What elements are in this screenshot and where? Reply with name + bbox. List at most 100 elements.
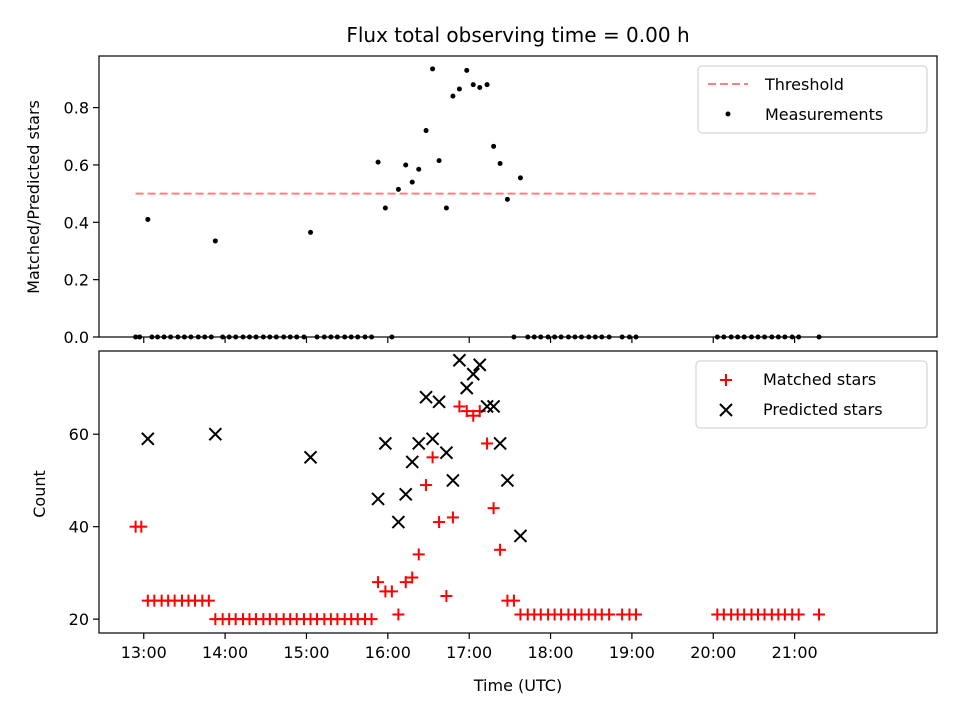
top-panel-frame xyxy=(98,55,938,338)
matched-stars-point xyxy=(420,479,433,492)
top-ytick-label: 0.2 xyxy=(64,271,89,290)
predicted-legend-swatch xyxy=(719,403,733,417)
measurements-point xyxy=(395,186,401,192)
matched-stars-point xyxy=(481,437,494,450)
matched-stars-point xyxy=(372,576,385,589)
bottom-xtick-label: 17:00 xyxy=(446,643,492,662)
predicted-legend-label: Predicted stars xyxy=(763,400,883,419)
bottom-ytick-label: 20 xyxy=(69,610,89,629)
top-ytick-label: 0.4 xyxy=(64,213,89,232)
matched-stars-point xyxy=(460,405,473,418)
bottom-xtick-label: 13:00 xyxy=(121,643,167,662)
measurements-point xyxy=(436,158,442,164)
bottom-panel-marks xyxy=(129,353,826,626)
matched-stars-point xyxy=(446,511,459,524)
matched-stars-point xyxy=(487,502,500,515)
measurements-legend-label: Measurements xyxy=(765,105,883,124)
bottom-panel-ylabel: Count xyxy=(30,470,49,518)
predicted-stars-point xyxy=(513,529,528,543)
measurements-point xyxy=(484,82,490,88)
measurements-point xyxy=(145,216,151,222)
predicted-stars-point xyxy=(208,427,223,441)
matched-stars-point xyxy=(507,594,520,607)
predicted-stars-point xyxy=(446,473,460,488)
measurements-point xyxy=(382,205,388,211)
matched-stars-point xyxy=(399,576,412,589)
predicted-stars-point xyxy=(500,473,515,488)
measurements-point xyxy=(517,175,523,181)
predicted-stars-point xyxy=(425,432,440,446)
matched-stars-point xyxy=(453,400,466,413)
matched-legend-swatch xyxy=(720,374,732,386)
bottom-panel-ticks: 20 40 60 13:00 14:00 15:00 16:00 17:00 18:00 19:0… xyxy=(69,425,818,662)
bottom-xtick-label: 19:00 xyxy=(609,643,655,662)
predicted-stars-point xyxy=(460,381,474,395)
matched-legend-label: Matched stars xyxy=(763,370,876,389)
bottom-xtick-label: 14:00 xyxy=(202,643,248,662)
measurements-legend-swatch xyxy=(725,111,731,117)
bottom-ytick-label: 40 xyxy=(69,518,89,537)
predicted-stars-point xyxy=(412,436,426,451)
predicted-stars-point xyxy=(432,395,446,409)
measurements-point xyxy=(416,166,422,172)
measurements-point xyxy=(456,86,462,92)
top-panel-ticks: 0.0 0.2 0.4 0.6 0.8 xyxy=(64,99,796,347)
matched-stars-point xyxy=(202,594,215,607)
measurements-point xyxy=(409,179,415,185)
matched-stars-point xyxy=(135,520,148,533)
bottom-xtick-label: 16:00 xyxy=(365,643,411,662)
measurements-point xyxy=(497,161,503,167)
predicted-stars-point xyxy=(371,492,385,506)
bottom-panel-xlabel: Time (UTC) xyxy=(473,676,562,695)
bottom-legend-box xyxy=(695,360,928,429)
measurements-point xyxy=(423,128,429,134)
matched-stars-point xyxy=(467,409,480,422)
top-ytick-label: 0.6 xyxy=(64,156,89,175)
matched-stars-point xyxy=(629,608,642,621)
measurements-point xyxy=(443,205,449,211)
measurements-point xyxy=(430,66,436,72)
measurements-point xyxy=(477,85,483,91)
bottom-xtick-label: 15:00 xyxy=(283,643,329,662)
predicted-stars-point xyxy=(391,515,406,529)
bottom-ytick-label: 60 xyxy=(69,425,89,444)
bottom-xtick-label: 21:00 xyxy=(772,643,818,662)
matched-stars-point xyxy=(813,608,826,621)
matched-stars-point xyxy=(406,571,419,584)
matched-stars-point xyxy=(392,608,405,621)
predicted-stars-point xyxy=(378,436,393,451)
top-panel: Flux total observing time = 0.00 h Match… xyxy=(24,23,938,347)
matched-stars-point xyxy=(792,608,805,621)
top-ytick-label: 0.0 xyxy=(64,328,89,347)
matched-stars-point xyxy=(365,613,378,626)
top-ytick-label: 0.8 xyxy=(64,99,89,118)
measurements-point xyxy=(212,238,218,244)
top-panel-legend: Threshold Measurements xyxy=(697,65,928,134)
predicted-stars-point xyxy=(486,399,501,414)
matched-stars-point xyxy=(440,590,453,603)
matched-stars-point xyxy=(412,548,425,561)
top-legend-box xyxy=(697,65,928,134)
measurements-point xyxy=(470,82,476,88)
measurements-point xyxy=(450,93,456,99)
matched-stars-point xyxy=(433,516,446,529)
predicted-stars-point xyxy=(399,487,413,502)
bottom-panel-legend: Matched stars Predicted stars xyxy=(695,360,928,429)
bottom-panel-frame xyxy=(98,350,938,634)
measurements-point xyxy=(491,143,497,149)
predicted-stars-point xyxy=(493,436,507,451)
threshold-legend-label: Threshold xyxy=(764,75,844,94)
predicted-stars-point xyxy=(480,399,494,414)
predicted-stars-point xyxy=(405,455,419,469)
predicted-stars-point xyxy=(439,445,454,460)
measurements-point xyxy=(504,196,510,202)
matched-stars-point xyxy=(385,585,398,598)
predicted-stars-point xyxy=(452,353,467,367)
predicted-stars-point xyxy=(419,390,433,404)
predicted-stars-point xyxy=(466,367,480,381)
matched-stars-point xyxy=(494,543,507,556)
predicted-stars-point xyxy=(303,450,318,465)
measurements-point xyxy=(308,229,314,235)
measurements-point xyxy=(375,159,381,165)
